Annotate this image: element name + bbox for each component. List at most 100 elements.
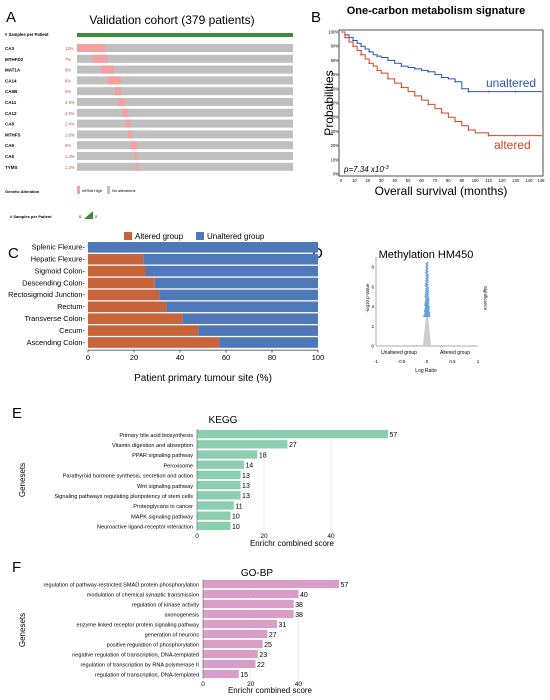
panel-c-category-label: Transverse Colon-: [24, 314, 85, 323]
panel-a-gene-label: CA6: [5, 154, 14, 159]
panel-a-alteration-block: [130, 141, 137, 150]
panel-a-gene-pct: 6%: [65, 68, 71, 73]
panel-c-bar-altered: [88, 313, 183, 324]
panel-f-title: GO-BP: [241, 568, 274, 579]
panel-f-category-label: axonogenesis: [164, 613, 199, 619]
panel-d-point: [424, 299, 427, 302]
panel-e-category-label: MAPK signaling pathway: [131, 514, 193, 520]
panel-a-alteration-block: [118, 98, 125, 106]
panel-b-survival: One-carbon metabolism signature 0% 10% 20%…: [322, 5, 545, 198]
panel-b-xtick: 110: [485, 178, 492, 183]
panel-c-bar-unaltered: [143, 253, 318, 265]
panel-c-category-label: Sigmoid Colon-: [34, 266, 85, 275]
panel-c-bar-unaltered: [182, 313, 318, 324]
panel-e-category-label: Peroxisome: [163, 463, 193, 469]
panel-b-censor-mark: +: [540, 89, 543, 95]
panel-d-ytick: 4: [371, 304, 374, 309]
panel-f-category-label: regulation of transcription by RNA polym…: [81, 663, 200, 669]
panel-c-bar-unaltered: [159, 289, 318, 301]
panel-d-point: [425, 280, 427, 282]
panel-a-gene-pct: 3%: [65, 143, 71, 148]
panel-d-point: [424, 301, 427, 304]
panel-a-title: Validation cohort (379 patients): [89, 13, 254, 27]
panel-a-gene-track: [77, 108, 293, 117]
panel-e-bar: [197, 501, 234, 510]
panel-a-gene-pct: 2.9%: [65, 111, 75, 116]
panel-a-legend-none: No alterations: [112, 189, 136, 193]
panel-a-gene-label: CA8: [5, 122, 14, 127]
panel-b-ytick: 70%: [331, 72, 340, 77]
panel-label-d: D: [312, 245, 323, 262]
panel-d-right-group: Altered group: [440, 350, 470, 356]
panel-b-xtick: 0: [340, 178, 343, 183]
panel-a-gene-label: MTHFD2: [5, 57, 24, 62]
panel-e-bar-value: 13: [242, 493, 250, 500]
panel-a-legend-swatch-none: [107, 186, 110, 194]
panel-d-ytick: 6: [371, 284, 374, 289]
panel-a-gene-label: CA14: [5, 78, 17, 83]
panel-b-censor-mark: +: [514, 133, 517, 139]
panel-e-xtick: 0: [195, 533, 199, 540]
panel-c-xtick: 80: [268, 353, 276, 362]
panel-b-ytick: 80%: [331, 58, 340, 63]
panel-e-bar-value: 57: [390, 432, 398, 439]
panel-e-bar: [197, 511, 231, 520]
panel-c-category-label: Rectum-: [57, 302, 85, 311]
panel-f-category-label: modulation of chemical synaptic transmis…: [87, 593, 199, 599]
panel-b-xlabel: Overall survival (months): [375, 184, 508, 198]
panel-c-bar-unaltered: [154, 277, 318, 289]
panel-c-category-label: Rectosigmoid Junction-: [8, 290, 85, 299]
panel-e-bar: [197, 460, 244, 469]
panel-b-xtick: 20: [366, 178, 371, 183]
panel-b-censor-mark: +: [400, 64, 403, 70]
panel-b-ytick: 60%: [331, 86, 340, 91]
panel-a-gene-label: CA9: [5, 143, 14, 148]
panel-d-nonsig-region: [422, 316, 432, 346]
panel-d-point: [425, 262, 428, 265]
panel-e-category-label: Proteoglycans in cancer: [133, 504, 193, 510]
panel-b-censor-mark: +: [467, 128, 470, 134]
panel-b-censor-mark: +: [440, 111, 443, 117]
panel-c-bar-unaltered: [166, 301, 318, 313]
panel-label-c: C: [8, 245, 19, 262]
panel-b-ytick: 90%: [331, 44, 340, 49]
panel-e-title: KEGG: [209, 415, 238, 426]
panel-b-curve: [341, 31, 541, 137]
panel-a-alteration-block: [115, 87, 122, 96]
panel-f-bar-value: 22: [257, 662, 265, 669]
panel-d-point: [426, 261, 429, 264]
panel-b-xtick: 80: [446, 178, 451, 183]
panel-a-samples-min: 0: [79, 214, 82, 219]
panel-a-gene-pct: 3%: [65, 89, 71, 94]
panel-f-bar: [203, 629, 268, 639]
panel-e-xlabel: Enrichr combined score: [250, 539, 335, 548]
panel-b-frame: [338, 29, 544, 177]
panel-b-censor-mark: +: [454, 119, 457, 125]
panel-b-censor-mark: +: [376, 54, 379, 60]
panel-c-xlabel: Patient primary tumour site (%): [134, 373, 272, 384]
panel-d-point: [424, 293, 427, 296]
panel-e-bar-value: 11: [235, 503, 242, 510]
panel-a-gene-label: CA11: [5, 100, 17, 105]
panel-d-point: [425, 268, 428, 271]
panel-a-gene-label: TYMS: [5, 165, 18, 170]
panel-a-alteration-block: [125, 119, 131, 128]
panel-e-bar-value: 13: [242, 483, 250, 490]
panel-e-category-label: Primary bile acid biosynthesis: [119, 433, 193, 439]
panel-b-censor-mark: +: [454, 80, 457, 86]
panel-f-bar-value: 38: [295, 612, 303, 619]
panel-a-gene-track: [77, 65, 293, 74]
panel-a-gene-label: CA3: [5, 46, 14, 51]
panel-b-xtick: 120: [499, 178, 507, 183]
panel-d-point: [425, 274, 428, 277]
panel-e-bar-value: 13: [242, 473, 250, 480]
panel-b-xtick: 140: [525, 178, 533, 183]
panel-f-bar-value: 23: [259, 652, 267, 659]
panel-e-category-label: Parathyroid hormone synthesis, secretion…: [63, 474, 193, 480]
panel-d-xtick: 1: [477, 359, 480, 364]
panel-a-gene-track: [77, 44, 293, 52]
panel-d-point: [424, 291, 427, 294]
panel-c-bar-altered: [88, 277, 155, 289]
panel-c-legend-swatch-altered: [124, 232, 132, 240]
panel-b-censor-mark: +: [360, 44, 363, 50]
